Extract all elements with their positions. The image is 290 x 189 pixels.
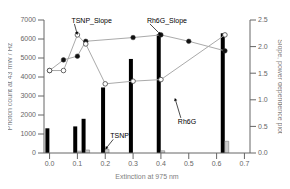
svg-text:1.0: 1.0: [258, 96, 268, 103]
svg-text:0.0: 0.0: [258, 149, 268, 156]
svg-text:7000: 7000: [20, 16, 36, 23]
svg-text:0.0: 0.0: [45, 160, 55, 167]
svg-text:2000: 2000: [20, 111, 36, 118]
svg-text:0.7: 0.7: [240, 160, 250, 167]
svg-text:0: 0: [32, 149, 36, 156]
svg-text:4000: 4000: [20, 73, 36, 80]
svg-text:Rh6G_Slope: Rh6G_Slope: [147, 17, 187, 25]
svg-text:5000: 5000: [20, 54, 36, 61]
svg-text:3000: 3000: [20, 92, 36, 99]
svg-text:Photon count at 43 mW / Hz: Photon count at 43 mW / Hz: [8, 42, 13, 130]
svg-text:0.5: 0.5: [258, 123, 268, 130]
svg-text:0.1: 0.1: [73, 160, 83, 167]
svg-text:1000: 1000: [20, 130, 36, 137]
svg-text:Slope, power dependence plot: Slope, power dependence plot: [276, 39, 282, 134]
svg-text:0.6: 0.6: [212, 160, 222, 167]
svg-text:0.3: 0.3: [128, 160, 138, 167]
svg-text:0.5: 0.5: [184, 160, 194, 167]
svg-text:0.2: 0.2: [100, 160, 110, 167]
svg-text:1.5: 1.5: [258, 70, 268, 77]
svg-text:TSNP: TSNP: [110, 132, 129, 139]
svg-text:Extinction at 975 nm: Extinction at 975 nm: [115, 173, 179, 180]
svg-text:6000: 6000: [20, 35, 36, 42]
svg-text:2.5: 2.5: [258, 16, 268, 23]
svg-text:0.4: 0.4: [156, 160, 166, 167]
svg-text:TSNP_Slope: TSNP_Slope: [71, 17, 112, 25]
svg-text:2.0: 2.0: [258, 43, 268, 50]
svg-text:Rh6G: Rh6G: [178, 118, 196, 125]
